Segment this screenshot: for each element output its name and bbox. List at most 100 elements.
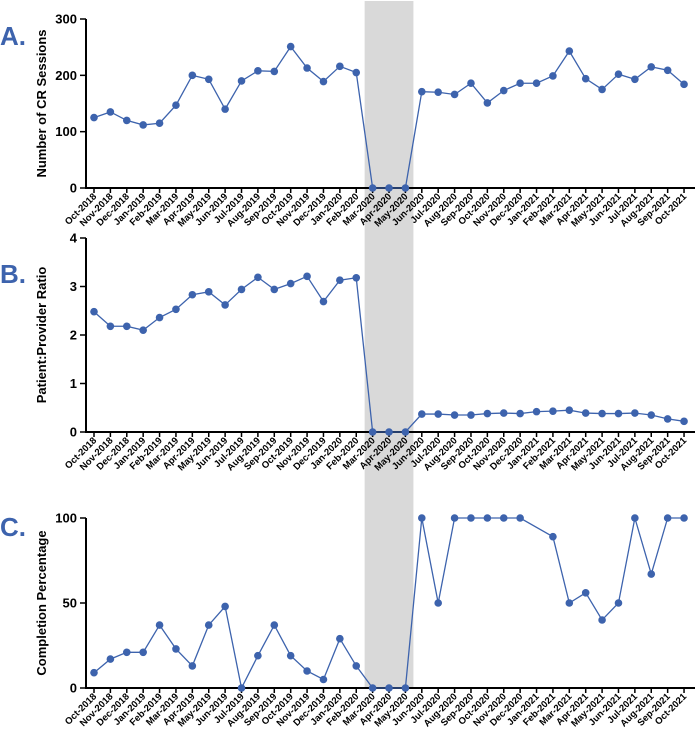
y-tick-label: 0 [70, 681, 77, 696]
data-point [368, 184, 377, 192]
data-point [122, 648, 131, 657]
data-point [188, 662, 197, 670]
chart-panel-2: B. Patient:Provider Ratio01234Oct-2018Nov… [0, 231, 695, 473]
data-point [254, 273, 262, 282]
data-point [450, 514, 459, 522]
data-point [385, 428, 393, 436]
data-point [270, 285, 279, 294]
data-point [286, 42, 295, 51]
data-point [139, 648, 147, 657]
chart-panel-1: A. Number of CR Sessions0100200300Oct-201… [0, 12, 695, 229]
panel-label: A. [0, 21, 26, 51]
data-point [90, 668, 98, 677]
data-point [598, 85, 606, 94]
data-point [499, 514, 508, 522]
y-tick-label: 100 [55, 124, 77, 139]
data-point [663, 514, 672, 522]
chart-panel-3: C.Completion Percentage050100Oct-2018Nov… [0, 511, 695, 729]
data-point [401, 184, 410, 192]
data-point [286, 651, 295, 660]
data-point [270, 67, 279, 76]
data-point [565, 406, 574, 414]
data-point [434, 599, 442, 607]
panel-label: C. [0, 512, 26, 542]
data-point [336, 62, 344, 71]
data-point [499, 409, 508, 417]
data-point [532, 407, 541, 416]
data-point [221, 602, 229, 611]
data-point [352, 68, 361, 77]
data-point [368, 684, 377, 692]
data-point [237, 77, 246, 85]
data-point [106, 655, 115, 663]
data-point [516, 409, 524, 418]
data-point [352, 662, 361, 670]
y-tick-label: 50 [63, 596, 77, 611]
data-point [614, 409, 623, 418]
data-point [172, 645, 180, 653]
data-point [303, 667, 311, 675]
series-line [93, 517, 685, 690]
data-point [467, 79, 475, 88]
data-point [663, 415, 672, 423]
data-point [90, 113, 98, 122]
data-point [303, 64, 311, 72]
data-point [204, 288, 213, 296]
y-axis-label: Number of CR Sessions [34, 29, 49, 177]
data-point [286, 279, 295, 288]
data-point [532, 79, 541, 88]
data-point [155, 313, 164, 322]
data-point [565, 599, 574, 607]
data-point [188, 71, 197, 80]
data-point [237, 285, 246, 294]
data-point [680, 514, 688, 522]
data-point [614, 70, 623, 79]
data-point [106, 108, 115, 116]
data-point [385, 184, 393, 192]
data-point [401, 684, 410, 692]
data-point [598, 409, 606, 418]
data-point [598, 616, 606, 624]
data-point [385, 684, 393, 692]
data-point [254, 67, 262, 75]
data-point [647, 411, 656, 419]
data-point [122, 322, 131, 331]
data-point [418, 87, 426, 96]
y-tick-label: 100 [55, 511, 77, 526]
data-point [155, 621, 164, 629]
data-point [336, 634, 344, 643]
data-point [516, 79, 524, 88]
data-point [221, 301, 229, 309]
data-point [90, 307, 98, 316]
data-point [631, 75, 639, 84]
data-point [483, 514, 492, 522]
y-tick-label: 0 [70, 181, 77, 196]
data-point [647, 570, 656, 578]
data-point [418, 410, 426, 418]
panel-label: B. [0, 259, 26, 289]
y-axis-label: Patient:Provider Ratio [34, 267, 49, 404]
data-point [680, 417, 688, 426]
data-point [483, 99, 492, 107]
data-point [450, 90, 459, 99]
data-point [549, 407, 557, 415]
data-point [204, 621, 213, 629]
data-point [450, 411, 459, 419]
data-point [631, 409, 639, 417]
data-point [549, 72, 557, 80]
data-point [319, 675, 328, 684]
y-tick-label: 300 [55, 12, 77, 27]
data-point [631, 514, 639, 522]
data-point [516, 514, 524, 522]
data-point [581, 74, 590, 83]
data-point [204, 75, 213, 84]
data-point [188, 290, 197, 299]
data-point [565, 47, 574, 55]
y-tick-label: 2 [70, 328, 77, 343]
y-tick-label: 4 [70, 231, 78, 246]
data-point [434, 88, 442, 97]
data-point [680, 80, 688, 89]
data-point [122, 116, 131, 125]
